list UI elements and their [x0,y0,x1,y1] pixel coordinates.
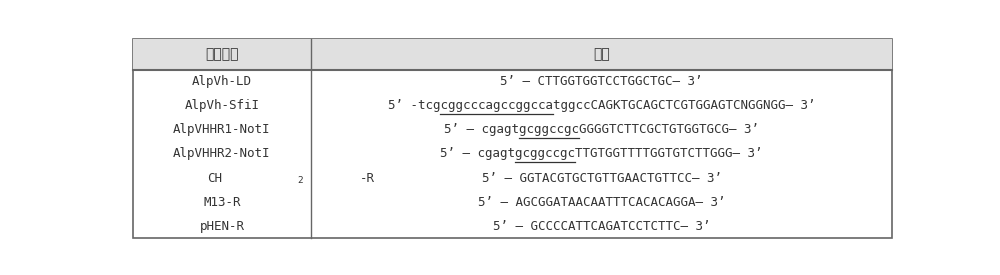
Text: 序列: 序列 [593,47,610,61]
Text: CH: CH [207,172,222,185]
Text: 引物名称: 引物名称 [205,47,239,61]
Text: 5’ – CTTGGTGGTCCTGGCTGC– 3’: 5’ – CTTGGTGGTCCTGGCTGC– 3’ [500,75,703,88]
Text: 2: 2 [297,175,303,185]
Text: 5’ – GCCCCATTCAGATCCTCTTC– 3’: 5’ – GCCCCATTCAGATCCTCTTC– 3’ [493,220,710,233]
Bar [133,39,892,70]
Text: 5’ – AGCGGATAACAATTTCACACAGGA– 3’: 5’ – AGCGGATAACAATTTCACACAGGA– 3’ [478,196,725,209]
Text: 5’ – cgagtgcggccgcGGGGTCTTCGCTGTGGTGCG– 3’: 5’ – cgagtgcggccgcGGGGTCTTCGCTGTGGTGCG– … [444,123,759,136]
Text: 5’ – GGTACGTGCTGTTGAACTGTTCC– 3’: 5’ – GGTACGTGCTGTTGAACTGTTCC– 3’ [482,172,722,185]
Text: 5’ – cgagtgcggccgcTTGTGGTTTTGGTGTCTTGGG– 3’: 5’ – cgagtgcggccgcTTGTGGTTTTGGTGTCTTGGG–… [440,147,763,160]
Text: M13-R: M13-R [203,196,241,209]
Text: -R: -R [360,172,375,185]
Text: AlpVHHR2-NotI: AlpVHHR2-NotI [173,147,271,160]
Text: 5’ -tcgcggcccagccggccatggccCAGKTGCAGCTCGTGGAGTCNGGNGG– 3’: 5’ -tcgcggcccagccggccatggccCAGKTGCAGCTCG… [388,99,815,112]
Text: AlpVHHR1-NotI: AlpVHHR1-NotI [173,123,271,136]
Text: AlpVh-SfiI: AlpVh-SfiI [184,99,259,112]
Text: AlpVh-LD: AlpVh-LD [192,75,252,88]
Text: pHEN-R: pHEN-R [199,220,244,233]
